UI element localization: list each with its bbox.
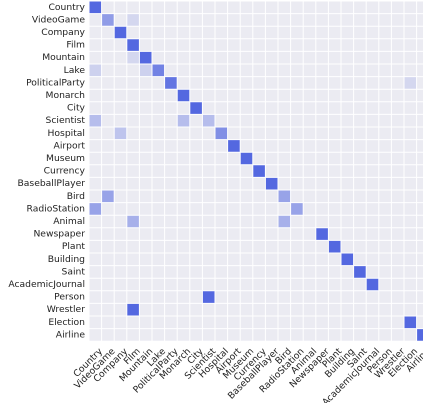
heatmap-cell — [215, 127, 228, 140]
heatmap-cell — [353, 265, 367, 279]
y-tick-label: Monarch — [46, 90, 86, 101]
heatmap-cell — [152, 64, 165, 77]
heatmap-cell — [139, 51, 152, 64]
y-tick-label: Mountain — [42, 52, 85, 63]
y-tick-label: Airport — [54, 140, 86, 151]
heatmap-cell — [366, 278, 379, 291]
heatmap-cell — [126, 303, 140, 316]
x-axis-tick-labels: CountryVideoGameCompanyFilmMountainLakeP… — [71, 346, 423, 403]
y-tick-label: Film — [66, 40, 85, 51]
heatmap-cell — [404, 316, 417, 329]
heatmap-cell — [126, 51, 140, 64]
heatmap-cell — [278, 215, 291, 228]
heatmap-cell — [265, 177, 278, 190]
y-tick-label: Bird — [67, 191, 85, 202]
heatmap-cell — [315, 227, 329, 241]
y-tick-label: Plant — [62, 241, 86, 252]
y-tick-label: Building — [48, 254, 85, 265]
heatmap-cell — [177, 114, 190, 127]
heatmap-cell — [139, 64, 152, 77]
y-tick-label: Country — [49, 2, 86, 13]
y-tick-label: VideoGame — [32, 14, 85, 25]
heatmap-cell — [126, 13, 140, 27]
heatmap-cell — [341, 253, 354, 266]
heatmap-cell — [252, 164, 266, 178]
y-tick-label: Hospital — [48, 128, 86, 139]
y-tick-label: Person — [54, 292, 85, 303]
y-tick-label: Scientist — [46, 115, 86, 126]
heatmap-cell — [227, 139, 241, 153]
heatmap-cell — [114, 127, 127, 140]
y-tick-label: Wrestler — [47, 304, 85, 315]
y-tick-label: Currency — [44, 166, 86, 177]
heatmap-cell — [164, 76, 178, 90]
y-axis-tick-labels: CountryVideoGameCompanyFilmMountainLakeP… — [8, 2, 85, 341]
heatmap-cell — [89, 202, 102, 216]
heatmap-cell — [328, 240, 341, 253]
heatmap-cell — [126, 38, 140, 52]
y-tick-label: RadioStation — [27, 203, 86, 214]
y-tick-label: BaseballPlayer — [17, 178, 85, 189]
y-tick-label: AcademicJournal — [8, 279, 85, 290]
heatmap-cell — [416, 328, 423, 342]
heatmap-cell — [126, 215, 140, 228]
heatmap-cell — [240, 152, 253, 165]
heatmap-cell — [89, 114, 102, 127]
heatmap-cell — [404, 76, 417, 90]
y-tick-label: Airline — [56, 329, 86, 340]
heatmap-cell — [89, 1, 102, 14]
y-tick-label: Company — [41, 27, 85, 38]
heatmap-cell — [89, 64, 102, 77]
heatmap-cell — [177, 89, 190, 102]
heatmap-cell — [101, 190, 115, 203]
heatmap-cell — [114, 26, 127, 39]
heatmap-grid — [88, 0, 423, 342]
heatmap-cell — [202, 114, 215, 127]
heatmap-cell — [189, 101, 203, 115]
y-tick-label: Animal — [53, 216, 85, 227]
heatmap-cell — [278, 190, 291, 203]
heatmap-cell — [101, 13, 115, 27]
y-tick-label: Lake — [64, 65, 86, 76]
y-tick-label: Election — [48, 317, 85, 328]
heatmap-cell — [202, 290, 215, 304]
y-tick-label: Newspaper — [33, 229, 85, 240]
y-tick-label: PoliticalParty — [26, 77, 85, 88]
y-tick-label: Museum — [46, 153, 85, 164]
heatmap-cells — [89, 1, 423, 342]
y-tick-label: Saint — [62, 266, 86, 277]
y-tick-label: City — [67, 103, 86, 114]
heatmap-cell — [290, 202, 304, 216]
